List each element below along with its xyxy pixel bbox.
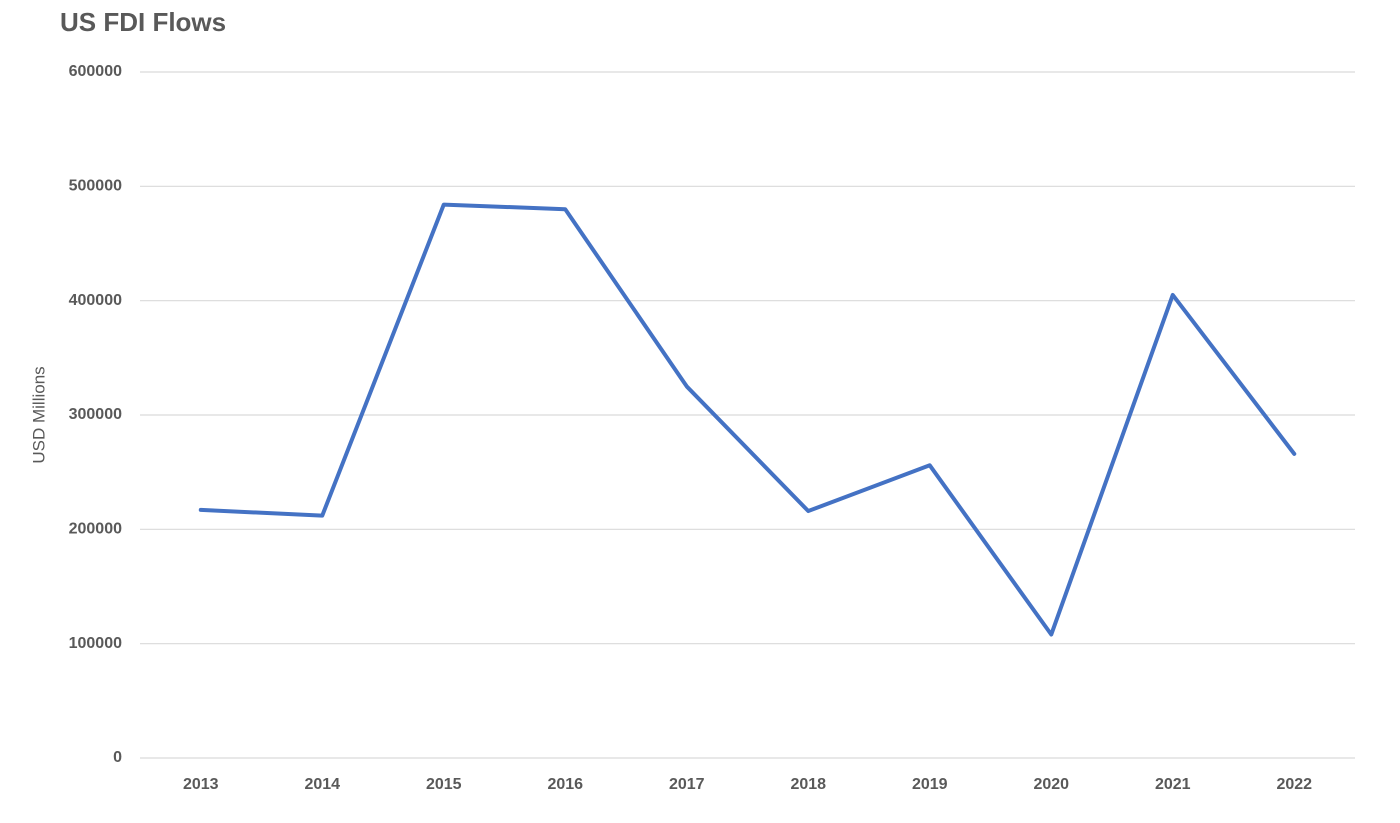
chart-title: US FDI Flows	[60, 7, 226, 37]
x-tick-label: 2016	[547, 776, 583, 793]
x-tick-label: 2018	[790, 776, 826, 793]
y-tick-label: 0	[113, 749, 122, 766]
data-line	[198, 202, 1297, 637]
y-tick-label: 400000	[69, 292, 122, 309]
y-tick-label: 200000	[69, 521, 122, 538]
x-tick-label: 2019	[912, 776, 948, 793]
x-tick-label: 2017	[669, 776, 705, 793]
y-tick-label: 500000	[69, 178, 122, 195]
y-axis-label: USD Millions	[29, 366, 48, 463]
x-tick-label: 2013	[183, 776, 219, 793]
y-tick-label: 100000	[69, 635, 122, 652]
x-tick-label: 2020	[1033, 776, 1069, 793]
x-tick-label: 2015	[426, 776, 462, 793]
x-tick-label: 2022	[1276, 776, 1312, 793]
y-tick-label: 300000	[69, 406, 122, 423]
y-tick-label: 600000	[69, 63, 122, 80]
x-tick-label: 2021	[1155, 776, 1191, 793]
x-tick-label: 2014	[304, 776, 340, 793]
